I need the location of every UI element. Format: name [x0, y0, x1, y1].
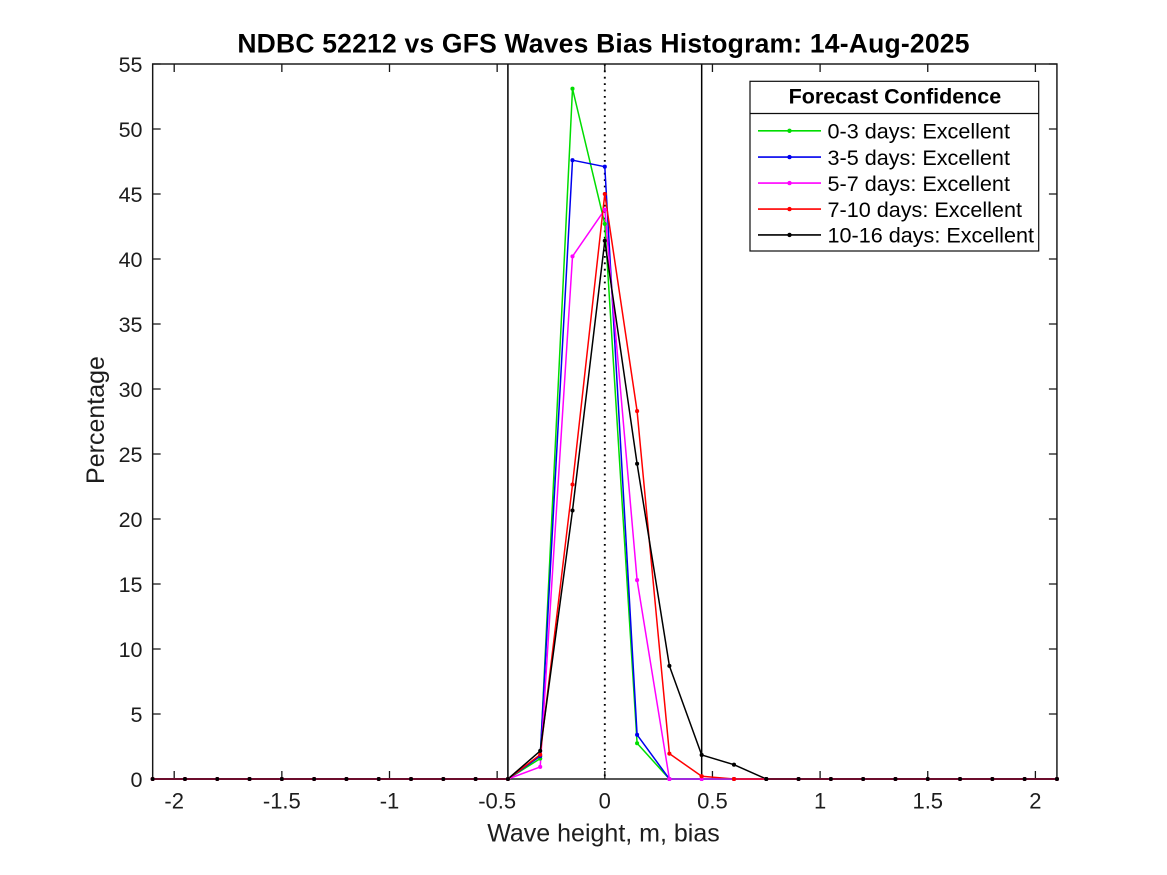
- svg-text:7-10 days: Excellent: 7-10 days: Excellent: [828, 197, 1022, 222]
- svg-text:5-7 days: Excellent: 5-7 days: Excellent: [828, 171, 1010, 196]
- svg-text:30: 30: [119, 378, 143, 402]
- svg-text:-1: -1: [380, 789, 400, 814]
- svg-text:1.5: 1.5: [912, 789, 943, 814]
- svg-text:-2: -2: [164, 789, 184, 814]
- svg-text:55: 55: [119, 53, 143, 77]
- svg-text:45: 45: [119, 183, 143, 207]
- svg-text:0-3 days: Excellent: 0-3 days: Excellent: [828, 119, 1010, 144]
- svg-text:-0.5: -0.5: [478, 789, 516, 814]
- svg-text:0: 0: [599, 789, 611, 814]
- svg-text:NDBC 52212 vs GFS Waves Bias H: NDBC 52212 vs GFS Waves Bias Histogram: …: [237, 29, 969, 59]
- svg-text:0: 0: [131, 768, 143, 792]
- svg-text:20: 20: [119, 508, 143, 532]
- svg-text:40: 40: [119, 248, 143, 272]
- svg-text:2: 2: [1029, 789, 1041, 814]
- svg-text:Forecast Confidence: Forecast Confidence: [789, 85, 1002, 109]
- svg-text:15: 15: [119, 573, 143, 597]
- svg-text:25: 25: [119, 443, 143, 467]
- svg-text:10-16 days: Excellent: 10-16 days: Excellent: [828, 223, 1034, 248]
- svg-text:-1.5: -1.5: [263, 789, 301, 814]
- svg-text:Wave height, m, bias: Wave height, m, bias: [487, 819, 720, 847]
- svg-text:0.5: 0.5: [697, 789, 728, 814]
- svg-text:5: 5: [131, 703, 143, 727]
- svg-text:50: 50: [119, 118, 143, 142]
- svg-text:Percentage: Percentage: [82, 356, 110, 484]
- svg-text:1: 1: [814, 789, 826, 814]
- svg-text:35: 35: [119, 313, 143, 337]
- svg-text:3-5 days: Excellent: 3-5 days: Excellent: [828, 145, 1010, 170]
- svg-text:10: 10: [119, 638, 143, 662]
